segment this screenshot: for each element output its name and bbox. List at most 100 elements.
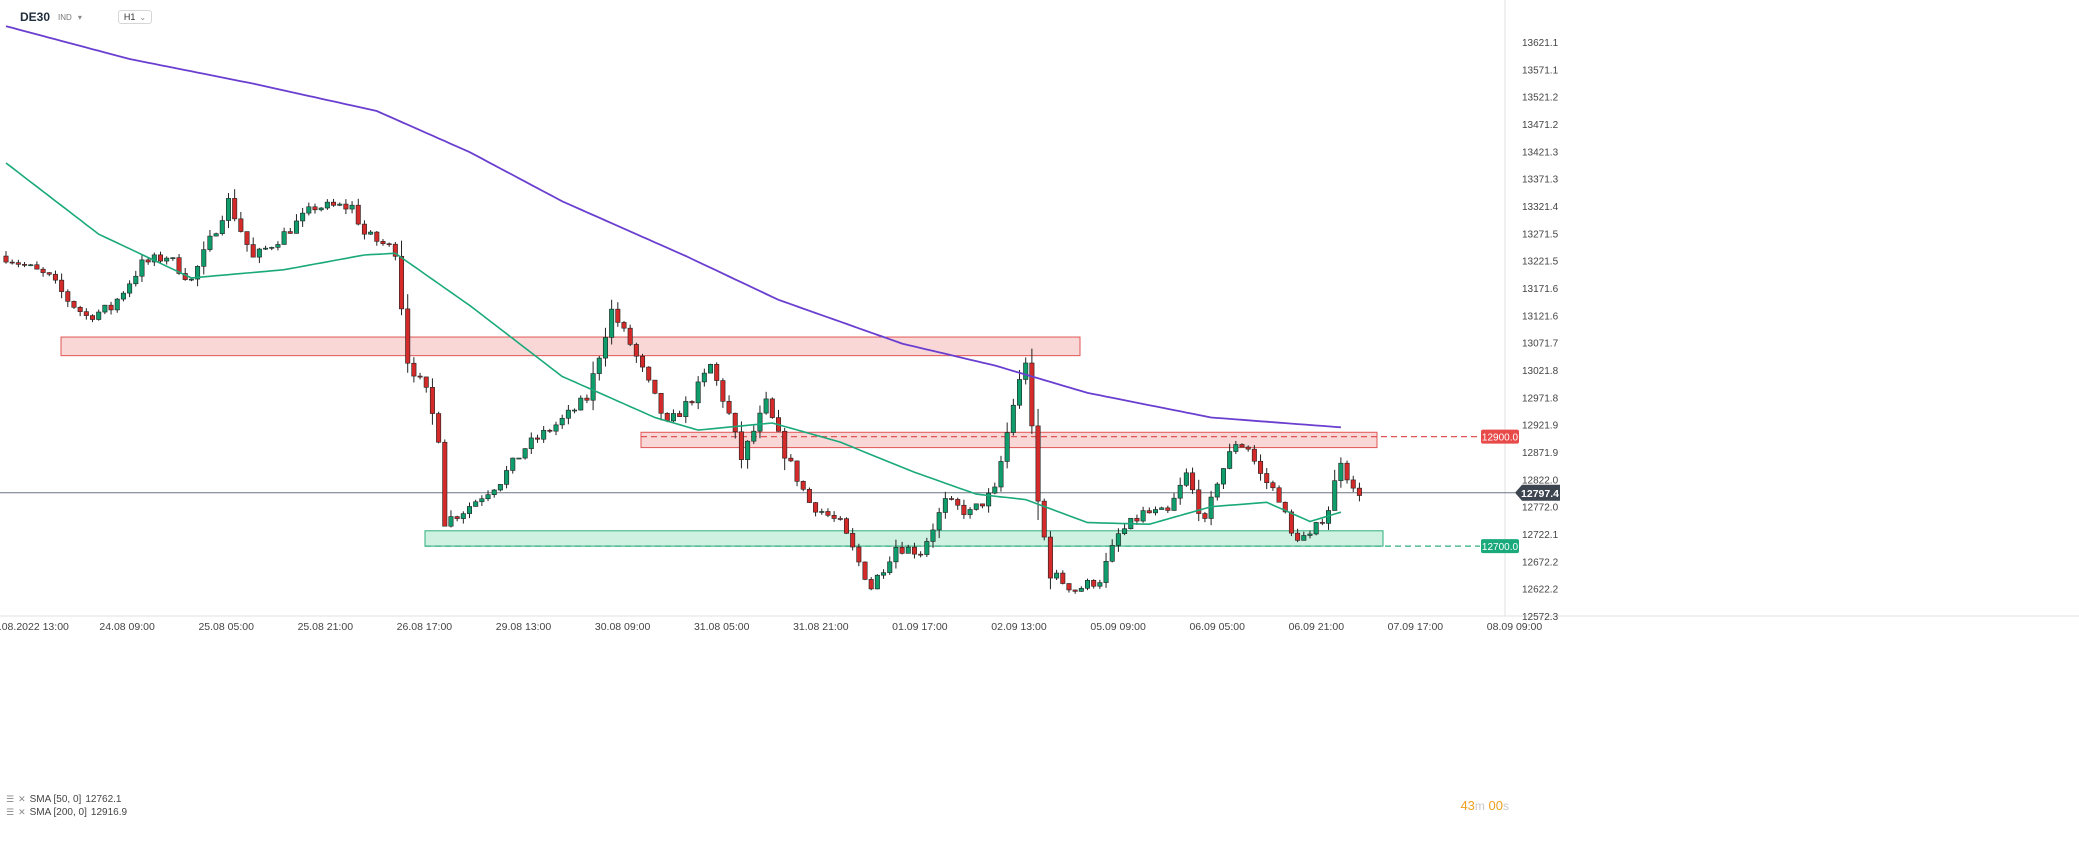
candle-body[interactable] [1190, 472, 1196, 491]
candle-body[interactable] [201, 249, 207, 267]
candle-body[interactable] [862, 561, 868, 580]
sma200-line[interactable] [5, 25, 1341, 429]
candle-body[interactable] [652, 379, 658, 394]
candle-body[interactable] [899, 546, 905, 554]
sma50-line[interactable] [5, 162, 1342, 526]
candle-body[interactable] [504, 470, 510, 485]
candle-body[interactable] [331, 201, 337, 206]
candle-body[interactable] [3, 255, 9, 263]
candle-body[interactable] [1233, 444, 1239, 452]
candle-body[interactable] [553, 424, 559, 432]
candle-body[interactable] [392, 243, 398, 257]
candle-body[interactable] [300, 212, 306, 222]
candle-body[interactable] [701, 372, 707, 383]
candle-body[interactable] [1282, 501, 1288, 513]
candle-body[interactable] [145, 259, 151, 263]
candle-body[interactable] [1078, 588, 1084, 592]
candle-body[interactable] [763, 398, 769, 414]
candle-body[interactable] [732, 412, 738, 433]
candle-body[interactable] [788, 457, 794, 462]
candle-body[interactable] [460, 513, 466, 519]
candle-body[interactable] [714, 364, 720, 381]
candle-body[interactable] [1338, 462, 1344, 481]
candle-body[interactable] [831, 515, 837, 519]
candle-body[interactable] [46, 272, 52, 275]
candle-body[interactable] [349, 204, 355, 210]
candle-body[interactable] [843, 518, 849, 534]
candle-body[interactable] [324, 201, 330, 209]
candle-body[interactable] [466, 506, 472, 514]
candle-body[interactable] [269, 247, 275, 249]
candle-body[interactable] [306, 206, 312, 214]
candle-body[interactable] [1004, 432, 1010, 462]
candle-body[interactable] [9, 261, 15, 264]
candle-body[interactable] [1122, 528, 1128, 534]
candle-body[interactable] [380, 241, 386, 245]
candle-body[interactable] [133, 275, 139, 285]
candle-body[interactable] [127, 283, 133, 294]
candle-body[interactable] [769, 398, 775, 418]
candle-body[interactable] [399, 255, 405, 310]
candle-body[interactable] [176, 257, 182, 274]
candle-body[interactable] [967, 509, 973, 515]
candle-body[interactable] [664, 412, 670, 422]
candle-body[interactable] [318, 207, 324, 211]
candle-body[interactable] [386, 243, 392, 246]
candle-body[interactable] [757, 412, 763, 432]
symbol-label[interactable]: DE30 [20, 10, 51, 24]
candle-body[interactable] [71, 301, 77, 308]
candle-body[interactable] [1103, 560, 1109, 583]
candle-body[interactable] [83, 311, 89, 316]
candle-body[interactable] [96, 311, 102, 320]
candle-body[interactable] [738, 431, 744, 460]
candle-body[interactable] [436, 413, 442, 443]
candle-body[interactable] [695, 381, 701, 404]
candle-body[interactable] [708, 364, 714, 374]
candle-body[interactable] [1159, 507, 1165, 510]
candle-body[interactable] [1350, 479, 1356, 489]
candle-body[interactable] [1276, 487, 1282, 503]
candle-body[interactable] [559, 417, 565, 426]
candle-body[interactable] [633, 344, 639, 357]
candle-body[interactable] [287, 231, 293, 234]
candle-body[interactable] [207, 235, 213, 250]
candle-body[interactable] [547, 429, 553, 432]
candle-body[interactable] [918, 553, 924, 556]
support-zone[interactable] [424, 530, 1384, 547]
candle-body[interactable] [164, 257, 170, 262]
candle-body[interactable] [1115, 533, 1121, 546]
candle-body[interactable] [1152, 509, 1158, 514]
candle-body[interactable] [1010, 404, 1016, 433]
candle-body[interactable] [850, 533, 856, 548]
candle-body[interactable] [677, 413, 683, 417]
candle-body[interactable] [578, 397, 584, 411]
candle-body[interactable] [1017, 379, 1023, 406]
candle-body[interactable] [1177, 484, 1183, 499]
candle-body[interactable] [1214, 483, 1220, 498]
candle-body[interactable] [1313, 522, 1319, 535]
candle-body[interactable] [281, 231, 287, 245]
candle-body[interactable] [65, 291, 71, 302]
candle-body[interactable] [998, 461, 1004, 488]
candle-body[interactable] [1066, 583, 1072, 591]
candle-body[interactable] [949, 498, 955, 500]
candle-body[interactable] [819, 511, 825, 513]
candle-body[interactable] [497, 484, 503, 491]
candle-body[interactable] [1085, 580, 1091, 589]
candle-body[interactable] [40, 268, 46, 273]
candle-body[interactable] [213, 233, 219, 237]
candle-body[interactable] [1097, 582, 1103, 587]
candle-body[interactable] [343, 203, 349, 210]
candle-body[interactable] [1227, 451, 1233, 469]
candle-body[interactable] [874, 574, 880, 590]
candle-body[interactable] [1245, 446, 1251, 450]
candle-body[interactable] [683, 401, 689, 417]
candle-body[interactable] [905, 546, 911, 554]
candle-body[interactable] [1041, 500, 1047, 538]
remove-indicator-icon[interactable]: ✕ [18, 794, 26, 804]
candle-body[interactable] [1054, 572, 1060, 579]
candle-body[interactable] [22, 264, 28, 266]
candle-body[interactable] [924, 541, 930, 555]
candle-body[interactable] [602, 337, 608, 359]
